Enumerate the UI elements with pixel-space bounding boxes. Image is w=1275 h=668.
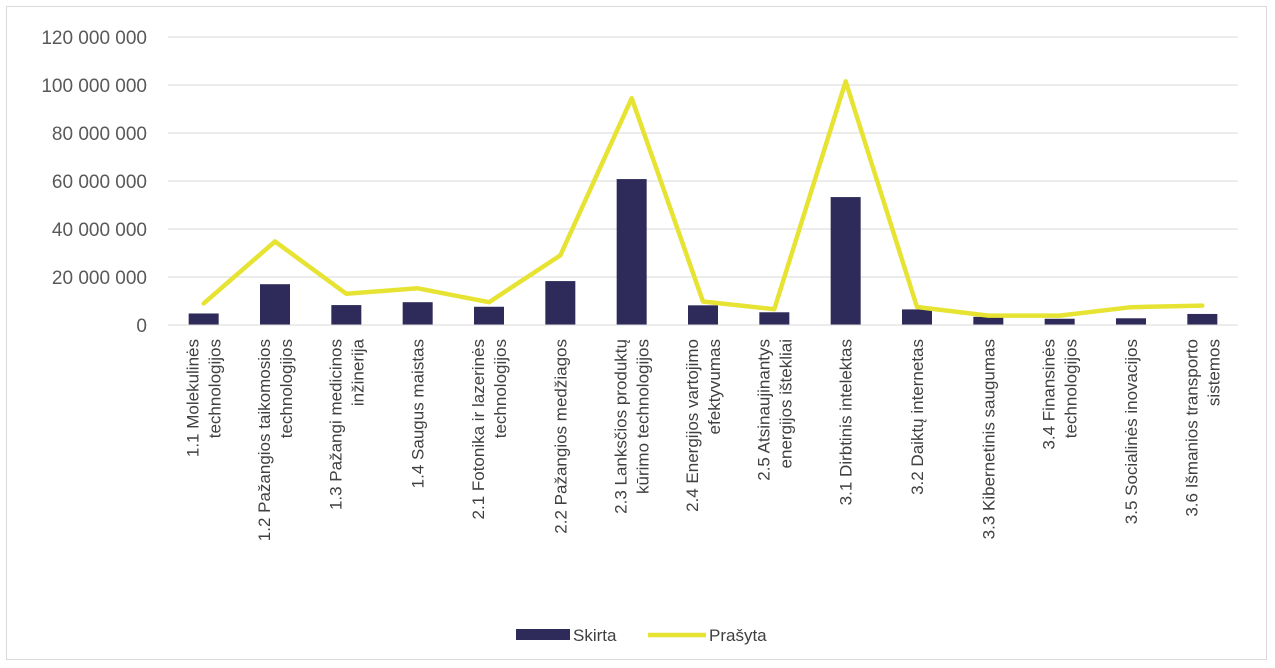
y-tick-label: 120 000 000 (41, 28, 147, 49)
legend: Skirta Prašyta (516, 626, 767, 645)
x-category-label-line: kūrimo technologijos (634, 339, 653, 494)
x-category-label-line: efektyvumas (705, 339, 724, 434)
y-tick-label: 80 000 000 (52, 124, 147, 145)
x-category-label: 2.4 Energijos vartojimo efektyvumas (683, 339, 724, 512)
x-category-label-line: 2.5 Atsinaujinantys (754, 339, 773, 481)
x-category-label-line: technologijos (491, 339, 510, 438)
bar-skirta (902, 309, 932, 325)
x-category-label-line: 2.4 Energijos vartojimo (683, 339, 702, 512)
bar-skirta (688, 305, 718, 325)
bar-skirta (973, 316, 1004, 325)
bar-skirta (402, 302, 433, 325)
bar-skirta (830, 197, 861, 325)
x-category-label: 1.2 Pažangios taikomosios technologijos (255, 339, 296, 541)
line-prasyta (201, 79, 1205, 318)
x-category-label: 2.1 Fotonika ir lazerinės technologijos (469, 339, 510, 519)
y-tick-label: 60 000 000 (52, 172, 147, 193)
x-category-label: 3.3 Kibernetinis saugumas (979, 339, 998, 539)
x-category-label-line: 2.3 Lanksčios produktų (612, 339, 631, 514)
x-category-label-line: 3.2 Daiktų internetas (908, 339, 927, 495)
y-tick-label: 20 000 000 (52, 268, 147, 289)
x-axis-labels: 1.1 Molekulinės technologijos 1.2 Pažangio… (184, 338, 1224, 541)
x-category-label-line: 1.1 Molekulinės (184, 339, 203, 457)
x-category-label-line: 3.5 Socialinės inovacijos (1122, 339, 1141, 524)
x-category-label-line: energijos ištekliai (776, 339, 795, 468)
x-category-label: 3.1 Dirbtinis intelektas (837, 339, 856, 505)
y-tick-label: 40 000 000 (52, 220, 147, 241)
bar-skirta (1187, 313, 1218, 325)
x-category-label: 1.3 Pažangi medicinos inžinerija (326, 338, 367, 510)
x-category-label-line: 1.4 Saugus maistas (409, 339, 428, 488)
x-category-label-line: 2.2 Pažangios medžiagos (551, 339, 570, 534)
bar-series (188, 179, 1218, 325)
bar-skirta (616, 179, 647, 325)
x-category-label-line: 1.3 Pažangi medicinos (326, 339, 345, 510)
x-category-label-line: 3.4 Finansinės (1040, 339, 1059, 450)
x-category-label-line: technologijos (277, 339, 296, 438)
line-series (201, 79, 1205, 318)
bar-skirta (1044, 318, 1075, 325)
x-category-label-line: technologijos (1062, 339, 1081, 438)
bar-skirta (545, 281, 576, 325)
x-category-label: 2.5 Atsinaujinantys energijos ištekliai (754, 339, 795, 481)
legend-label-prasyta: Prašyta (709, 626, 767, 645)
x-category-label-line: 2.1 Fotonika ir lazerinės (469, 339, 488, 519)
x-category-label-line: inžinerija (348, 338, 367, 406)
x-category-label-line: 3.1 Dirbtinis intelektas (837, 339, 856, 505)
x-category-label-line: technologijos (206, 339, 225, 438)
bar-skirta (188, 313, 219, 325)
y-tick-label: 0 (136, 316, 147, 337)
bar-skirta (1116, 318, 1146, 325)
gridlines (168, 36, 1238, 278)
x-category-label: 1.4 Saugus maistas (409, 339, 428, 488)
x-category-label: 3.5 Socialinės inovacijos (1122, 339, 1141, 524)
legend-label-skirta: Skirta (573, 626, 617, 645)
x-category-label-line: 3.6 Išmanios transporto (1182, 339, 1201, 517)
x-category-label: 1.1 Molekulinės technologijos (184, 339, 225, 457)
y-tick-label: 100 000 000 (41, 76, 147, 97)
legend-swatch-skirta (516, 629, 570, 640)
x-category-label-line: 1.2 Pažangios taikomosios (255, 339, 274, 541)
x-category-label: 2.3 Lanksčios produktų kūrimo technologij… (612, 339, 653, 514)
x-category-label: 3.4 Finansinės technologijos (1040, 339, 1081, 450)
bar-skirta (331, 305, 362, 325)
bar-skirta (759, 312, 790, 325)
x-category-label: 2.2 Pažangios medžiagos (551, 339, 570, 534)
bar-skirta (474, 306, 504, 325)
y-axis-ticks: 0 20 000 000 40 000 000 60 000 000 80 000 00… (41, 28, 147, 337)
x-category-label-line: sistemos (1204, 339, 1223, 406)
x-category-label-line: 3.3 Kibernetinis saugumas (979, 339, 998, 539)
x-category-label: 3.6 Išmanios transporto sistemos (1182, 339, 1223, 517)
bar-skirta (260, 284, 290, 325)
x-category-label: 3.2 Daiktų internetas (908, 339, 927, 495)
